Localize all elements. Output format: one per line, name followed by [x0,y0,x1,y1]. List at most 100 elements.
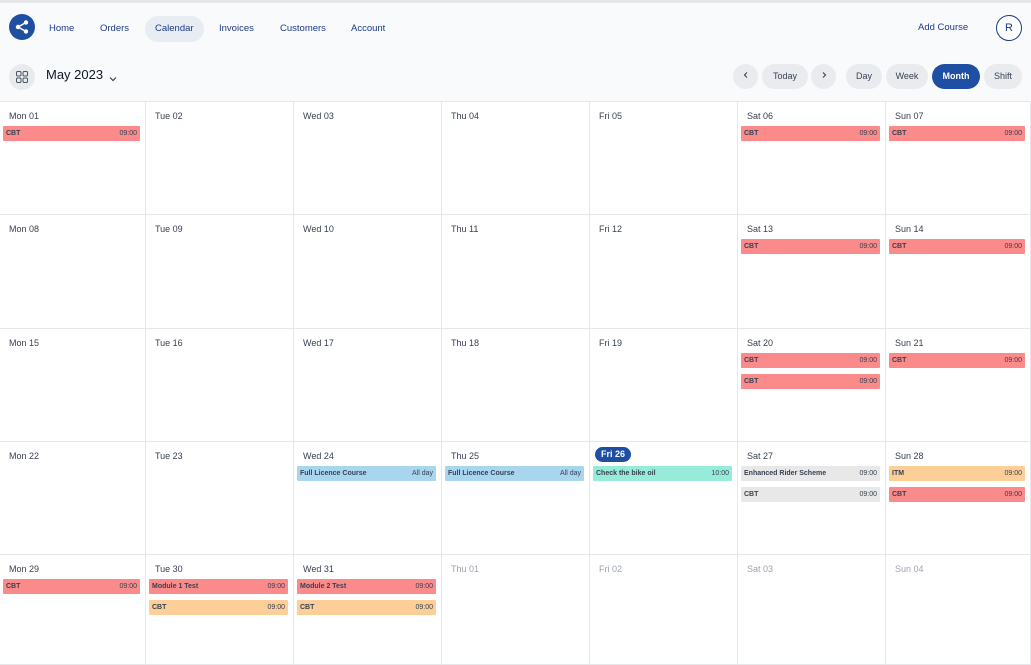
calendar-event[interactable]: CBT 09:00 [149,600,288,615]
calendar-event[interactable]: Module 2 Test 09:00 [297,579,436,594]
day-label: Tue 09 [155,224,183,234]
day-cell[interactable]: Mon 01 CBT 09:00 [0,102,146,215]
day-cell[interactable]: Thu 18 [442,329,590,442]
day-label: Sun 04 [895,564,924,574]
calendar-week-row: Mon 22 Tue 23 Wed 24 Full Licence Course All… [0,442,1031,555]
day-cell[interactable]: Mon 15 [0,329,146,442]
day-cell[interactable]: Fri 05 [590,102,738,215]
event-time: 09:00 [1004,470,1022,477]
day-cell[interactable]: Wed 03 [294,102,442,215]
day-cell[interactable]: Thu 01 [442,555,590,665]
calendar-event[interactable]: CBT 09:00 [889,487,1025,502]
day-cell[interactable]: Fri 26 Check the bike oil 10:00 [590,442,738,555]
view-day-button[interactable]: Day [846,64,882,89]
event-title: CBT [6,583,21,590]
day-cell[interactable]: Sat 20 CBT 09:00 CBT 09:00 [738,329,886,442]
day-cell[interactable]: Tue 02 [146,102,294,215]
add-course-link[interactable]: Add Course [918,22,969,33]
day-label: Mon 29 [9,564,40,574]
day-cell[interactable]: Tue 23 [146,442,294,555]
calendar-event[interactable]: CBT 09:00 [889,353,1025,368]
event-time: All day [559,470,581,477]
nav-orders[interactable]: Orders [100,23,130,34]
nav-account[interactable]: Account [351,23,386,34]
event-title: CBT [744,357,759,364]
calendar-event[interactable]: CBT 09:00 [889,126,1025,141]
day-cell[interactable]: Sun 14 CBT 09:00 [886,215,1031,329]
day-cell[interactable]: Fri 12 [590,215,738,329]
calendar-event[interactable]: Enhanced Rider Scheme 09:00 [741,466,880,481]
day-cell[interactable]: Sun 21 CBT 09:00 [886,329,1031,442]
event-title: Full Licence Course [448,470,515,477]
event-time: 09:00 [119,130,137,137]
day-label: Tue 23 [155,451,183,461]
calendar-event[interactable]: CBT 09:00 [741,353,880,368]
event-time: All day [411,470,433,477]
calendar-event[interactable]: Module 1 Test 09:00 [149,579,288,594]
day-label: Thu 25 [451,451,480,461]
event-time: 09:00 [415,583,433,590]
day-cell[interactable]: Sun 04 [886,555,1031,665]
day-cell[interactable]: Mon 22 [0,442,146,555]
day-cell[interactable]: Sat 13 CBT 09:00 [738,215,886,329]
calendar-event[interactable]: Full Licence Course All day [297,466,436,481]
calendar-event[interactable]: CBT 09:00 [297,600,436,615]
nav-calendar[interactable]: Calendar [145,16,204,42]
calendar-event[interactable]: CBT 09:00 [741,374,880,389]
day-cell[interactable]: Fri 19 [590,329,738,442]
day-cell[interactable]: Thu 25 Full Licence Course All day [442,442,590,555]
view-shift-button[interactable]: Shift [984,64,1022,89]
day-label: Fri 12 [599,224,623,234]
day-cell[interactable]: Sun 28 ITM 09:00 CBT 09:00 [886,442,1031,555]
calendar-event[interactable]: CBT 09:00 [741,126,880,141]
day-cell[interactable]: Wed 31 Module 2 Test 09:00 CBT 09:00 [294,555,442,665]
view-month-button[interactable]: Month [932,64,980,89]
prev-month-button[interactable] [733,64,758,89]
day-label: Mon 22 [9,451,40,461]
calendar-event[interactable]: Full Licence Course All day [445,466,584,481]
calendar-event[interactable]: CBT 09:00 [889,239,1025,254]
event-title: CBT [6,130,21,137]
view-week-button[interactable]: Week [886,64,928,89]
day-cell[interactable]: Mon 08 [0,215,146,329]
event-time: 09:00 [859,243,877,250]
calendar-event[interactable]: CBT 09:00 [741,239,880,254]
day-cell[interactable]: Wed 10 [294,215,442,329]
nav-home[interactable]: Home [49,23,75,34]
day-cell[interactable]: Tue 16 [146,329,294,442]
day-cell[interactable]: Sat 03 [738,555,886,665]
day-cell[interactable]: Wed 17 [294,329,442,442]
day-cell[interactable]: Sat 27 Enhanced Rider Scheme 09:00 CBT 09:00 [738,442,886,555]
event-title: Module 1 Test [152,583,199,590]
day-cell[interactable]: Mon 29 CBT 09:00 [0,555,146,665]
nav-customers[interactable]: Customers [280,23,326,34]
calendar-event[interactable]: CBT 09:00 [3,126,140,141]
next-month-button[interactable] [811,64,836,89]
day-cell[interactable]: Thu 04 [442,102,590,215]
calendar-event[interactable]: Check the bike oil 10:00 [593,466,732,481]
day-cell[interactable]: Wed 24 Full Licence Course All day [294,442,442,555]
layout-toggle-icon[interactable] [9,64,35,90]
top-border [0,0,1031,3]
share-logo-icon[interactable] [9,14,35,40]
chevron-down-icon[interactable] [108,70,118,88]
day-cell[interactable]: Tue 09 [146,215,294,329]
day-label: Mon 15 [9,338,40,348]
calendar-event[interactable]: CBT 09:00 [741,487,880,502]
today-button[interactable]: Today [762,64,808,89]
day-cell[interactable]: Sat 06 CBT 09:00 [738,102,886,215]
nav-invoices[interactable]: Invoices [219,23,254,34]
day-label: Sun 14 [895,224,924,234]
day-cell[interactable]: Tue 30 Module 1 Test 09:00 CBT 09:00 [146,555,294,665]
avatar[interactable]: R [996,15,1022,41]
day-label: Sat 20 [747,338,774,348]
month-title[interactable]: May 2023 [46,67,104,82]
day-cell[interactable]: Thu 11 [442,215,590,329]
day-cell[interactable]: Sun 07 CBT 09:00 [886,102,1031,215]
calendar-event[interactable]: CBT 09:00 [3,579,140,594]
day-cell[interactable]: Fri 02 [590,555,738,665]
day-label: Sun 21 [895,338,924,348]
event-title: Enhanced Rider Scheme [744,470,827,477]
event-time: 09:00 [267,583,285,590]
calendar-event[interactable]: ITM 09:00 [889,466,1025,481]
